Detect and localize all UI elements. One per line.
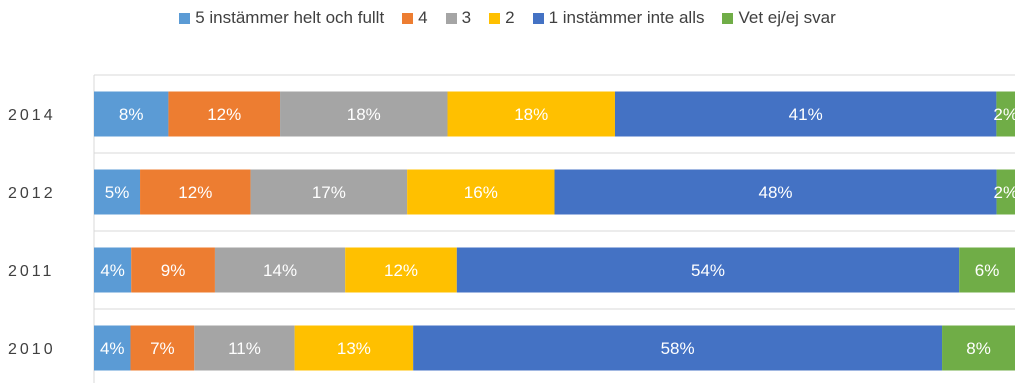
legend-label: 5 instämmer helt och fullt	[195, 8, 385, 27]
bar-segment	[996, 169, 1015, 215]
data-label: 4%	[100, 339, 125, 358]
data-label: 9%	[161, 261, 186, 280]
bar-segment	[554, 169, 997, 215]
bar-segment	[614, 91, 997, 137]
bar-segment	[94, 325, 131, 371]
category-label: 2012	[8, 185, 56, 202]
bar-segment	[194, 325, 295, 371]
bar-segment	[456, 247, 960, 293]
legend-label: 2	[505, 8, 515, 27]
legend: 5 instämmer helt och fullt 4 3 2 1 instämmer…	[0, 8, 1015, 28]
legend-item: 4	[402, 8, 428, 28]
bar-segment	[94, 247, 132, 293]
bar-segment	[280, 91, 448, 137]
legend-item: 5 instämmer helt och fullt	[179, 8, 384, 28]
data-label: 16%	[464, 183, 498, 202]
legend-item: 2	[489, 8, 515, 28]
data-label: 13%	[337, 339, 371, 358]
legend-swatch	[445, 12, 457, 24]
data-label: 12%	[207, 105, 241, 124]
category-label: 2010	[8, 341, 56, 358]
legend-swatch	[179, 12, 191, 24]
legend-item: 1 instämmer inte alls	[532, 8, 705, 28]
bar-segment	[447, 91, 615, 137]
legend-label: 3	[461, 8, 472, 27]
bar-segment	[140, 169, 251, 215]
data-label: 12%	[178, 183, 212, 202]
data-label: 2%	[993, 105, 1015, 124]
data-label: 58%	[661, 339, 695, 358]
bar-segment	[94, 91, 169, 137]
bar-segment	[168, 91, 281, 137]
bar-segment	[250, 169, 408, 215]
bar-segment	[996, 91, 1015, 137]
legend-swatch	[532, 12, 544, 24]
legend-item: 3	[445, 8, 472, 28]
data-label: 18%	[514, 105, 548, 124]
data-label: 18%	[347, 105, 381, 124]
data-label: 8%	[119, 105, 144, 124]
bar-segment	[130, 325, 195, 371]
bar-segment	[345, 247, 457, 293]
data-label: 8%	[966, 339, 991, 358]
bar-segment	[131, 247, 215, 293]
data-label: 7%	[150, 339, 175, 358]
legend-label: 4	[418, 8, 428, 27]
data-label: 6%	[975, 261, 1000, 280]
category-label: 2014	[8, 107, 56, 124]
data-label: 2%	[994, 183, 1015, 202]
bar-segment	[94, 169, 141, 215]
legend-swatch	[402, 12, 414, 24]
bar-segment	[294, 325, 414, 371]
data-label: 4%	[100, 261, 125, 280]
data-label: 41%	[789, 105, 823, 124]
data-label: 14%	[263, 261, 297, 280]
legend-swatch	[722, 12, 734, 24]
legend-swatch	[489, 12, 501, 24]
bar-segment	[959, 247, 1015, 293]
bar-segment	[407, 169, 555, 215]
bar-segment	[214, 247, 346, 293]
category-label: 2011	[8, 263, 54, 280]
data-label: 11%	[228, 339, 261, 358]
legend-label: 1 instämmer inte alls	[548, 8, 705, 27]
legend-label: Vet ej/ej svar	[738, 8, 836, 27]
data-label: 5%	[105, 183, 130, 202]
bar-segment	[413, 325, 943, 371]
data-label: 48%	[759, 183, 793, 202]
data-label: 17%	[312, 183, 346, 202]
data-label: 54%	[691, 261, 725, 280]
bar-segment	[942, 325, 1015, 371]
legend-item: Vet ej/ej svar	[722, 8, 836, 28]
data-label: 12%	[384, 261, 418, 280]
